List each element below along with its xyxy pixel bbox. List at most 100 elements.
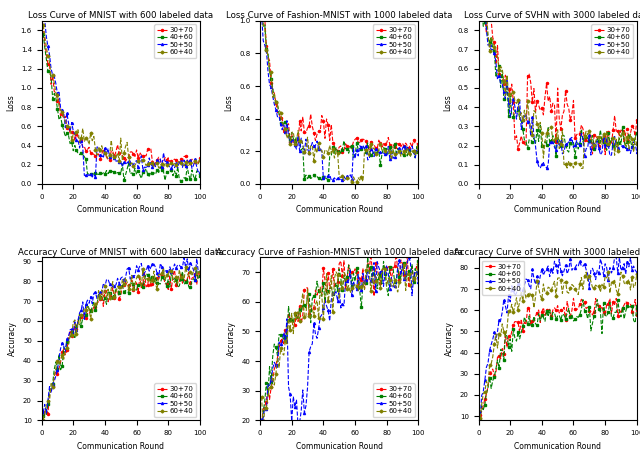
60+40 — [196, 269, 204, 274]
60+40 — [633, 141, 640, 147]
50+50 — [573, 138, 580, 143]
40+60 — [196, 173, 204, 179]
40+60 — [506, 336, 514, 342]
40+60 — [177, 178, 185, 184]
50+50 — [39, 15, 47, 20]
Line: 30+70: 30+70 — [42, 24, 201, 170]
60+40 — [258, 0, 266, 1]
40+60 — [403, 272, 411, 277]
60+40 — [259, 428, 267, 433]
60+40 — [69, 319, 77, 325]
60+40 — [403, 145, 411, 151]
60+40 — [258, 394, 266, 400]
40+60 — [184, 276, 191, 282]
30+70 — [340, 147, 348, 153]
40+60 — [513, 338, 520, 344]
Legend: 30+70, 40+60, 50+50, 60+40: 30+70, 40+60, 50+50, 60+40 — [373, 383, 415, 417]
Line: 50+50: 50+50 — [260, 14, 419, 182]
40+60 — [120, 177, 128, 182]
60+40 — [185, 163, 193, 168]
60+40 — [76, 322, 83, 328]
Y-axis label: Loss: Loss — [443, 94, 452, 111]
50+50 — [71, 317, 79, 323]
30+70 — [622, 299, 630, 304]
50+50 — [187, 261, 195, 266]
60+40 — [506, 309, 514, 315]
50+50 — [76, 145, 83, 151]
50+50 — [622, 271, 630, 277]
Title: Loss Curve of MNIST with 600 labeled data: Loss Curve of MNIST with 600 labeled dat… — [28, 11, 213, 20]
30+70 — [76, 137, 83, 143]
30+70 — [71, 322, 79, 327]
Title: Accuracy Curve of SVHN with 3000 labeled data: Accuracy Curve of SVHN with 3000 labeled… — [454, 248, 640, 256]
50+50 — [42, 411, 50, 416]
40+60 — [39, 413, 47, 419]
Legend: 30+70, 40+60, 50+50, 60+40: 30+70, 40+60, 50+50, 60+40 — [154, 24, 196, 58]
60+40 — [288, 130, 296, 135]
60+40 — [132, 160, 140, 165]
50+50 — [403, 260, 411, 265]
Y-axis label: Accuracy: Accuracy — [8, 322, 17, 356]
Line: 30+70: 30+70 — [260, 253, 419, 424]
X-axis label: Communication Round: Communication Round — [514, 205, 601, 214]
40+60 — [570, 140, 577, 145]
Line: 50+50: 50+50 — [479, 0, 638, 169]
40+60 — [579, 297, 587, 303]
60+40 — [408, 280, 416, 286]
40+60 — [193, 268, 200, 274]
50+50 — [353, 286, 360, 292]
30+70 — [513, 319, 520, 325]
Line: 30+70: 30+70 — [42, 269, 201, 416]
50+50 — [340, 303, 348, 309]
40+60 — [120, 289, 128, 294]
60+40 — [189, 269, 197, 274]
60+40 — [353, 180, 360, 185]
40+60 — [476, 418, 484, 423]
40+60 — [69, 148, 77, 153]
30+70 — [158, 165, 166, 171]
30+70 — [196, 155, 204, 161]
30+70 — [185, 159, 193, 165]
50+50 — [508, 106, 516, 111]
60+40 — [182, 265, 189, 270]
40+60 — [189, 174, 197, 179]
30+70 — [403, 254, 411, 259]
60+40 — [622, 281, 630, 287]
30+70 — [622, 130, 630, 136]
30+70 — [339, 149, 346, 155]
50+50 — [415, 145, 422, 151]
50+50 — [536, 165, 544, 171]
50+50 — [77, 308, 85, 313]
40+60 — [622, 146, 630, 151]
50+50 — [196, 268, 204, 274]
30+70 — [570, 296, 577, 301]
Line: 30+70: 30+70 — [260, 0, 419, 153]
60+40 — [155, 165, 163, 171]
50+50 — [353, 147, 360, 152]
30+70 — [258, 420, 266, 426]
30+70 — [627, 301, 634, 306]
Y-axis label: Loss: Loss — [6, 94, 15, 111]
30+70 — [557, 126, 564, 132]
60+40 — [353, 283, 360, 289]
30+70 — [122, 280, 129, 285]
Legend: 30+70, 40+60, 50+50, 60+40: 30+70, 40+60, 50+50, 60+40 — [373, 24, 415, 58]
Line: 30+70: 30+70 — [479, 0, 638, 156]
60+40 — [132, 275, 140, 281]
30+70 — [294, 142, 302, 147]
30+70 — [633, 312, 640, 318]
60+40 — [627, 131, 634, 137]
60+40 — [76, 140, 83, 145]
50+50 — [332, 178, 340, 183]
30+70 — [351, 266, 359, 272]
60+40 — [557, 141, 564, 146]
Legend: 30+70, 40+60, 50+50, 60+40: 30+70, 40+60, 50+50, 60+40 — [154, 383, 196, 417]
40+60 — [415, 149, 422, 155]
40+60 — [288, 315, 296, 321]
50+50 — [514, 104, 522, 109]
30+70 — [367, 252, 374, 257]
Title: Loss Curve of Fashion-MNIST with 1000 labeled data: Loss Curve of Fashion-MNIST with 1000 la… — [226, 11, 452, 20]
40+60 — [132, 172, 140, 177]
Y-axis label: Accuracy: Accuracy — [445, 322, 454, 356]
60+40 — [189, 159, 197, 164]
